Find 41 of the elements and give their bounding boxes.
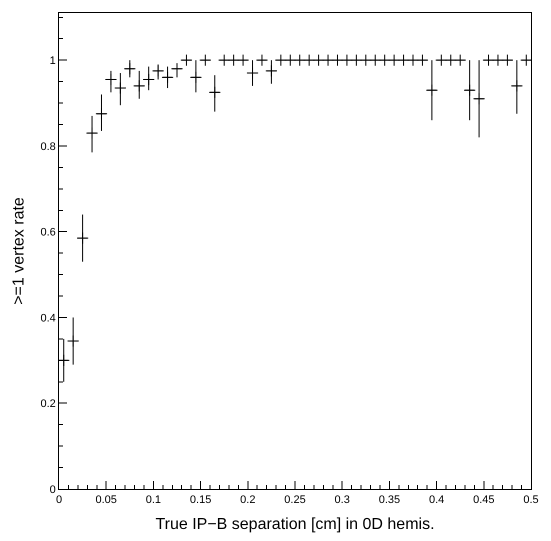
x-axis-title: True IP−B separation [cm] in 0D hemis.: [155, 516, 435, 533]
point: [124, 62, 136, 75]
point: [180, 54, 193, 66]
point: [426, 84, 438, 96]
x-tick-label: 0.35: [378, 494, 400, 506]
point: [161, 71, 174, 84]
x-tick-label: 0.1: [146, 494, 162, 506]
point: [104, 73, 118, 86]
point: [76, 232, 89, 244]
y-tick-label: 0.2: [40, 398, 56, 410]
x-tick-label: 0.45: [473, 494, 495, 506]
point: [67, 334, 80, 348]
x-tick-label: 0.05: [95, 494, 117, 506]
y-tick-label: 0.8: [40, 140, 56, 153]
point: [246, 66, 259, 80]
point: [114, 82, 126, 94]
point: [133, 80, 146, 92]
point: [152, 64, 164, 77]
point: [256, 54, 268, 66]
x-tick-label: 0.15: [190, 494, 212, 506]
y-tick-label: 0: [50, 484, 56, 496]
point: [190, 71, 202, 84]
x-tick-label: 0.5: [523, 494, 539, 506]
y-tick-label: 0.4: [40, 312, 56, 324]
point: [208, 86, 221, 98]
point: [464, 84, 476, 96]
point: [95, 108, 108, 120]
y-tick-label: 1: [50, 55, 56, 68]
x-tick-label: 0.4: [428, 494, 444, 506]
point: [86, 126, 98, 140]
point: [472, 92, 486, 105]
y-axis-title: >=1 vertex rate: [10, 197, 28, 305]
x-tick-label: 0.2: [240, 494, 256, 506]
x-tick-label: 0.25: [284, 494, 306, 506]
point: [510, 80, 523, 92]
point: [520, 54, 532, 66]
y-tick-label: 0.6: [40, 226, 56, 239]
point: [142, 73, 155, 86]
point: [265, 64, 278, 77]
point: [199, 54, 212, 66]
x-tick-label: 0.3: [334, 494, 350, 506]
